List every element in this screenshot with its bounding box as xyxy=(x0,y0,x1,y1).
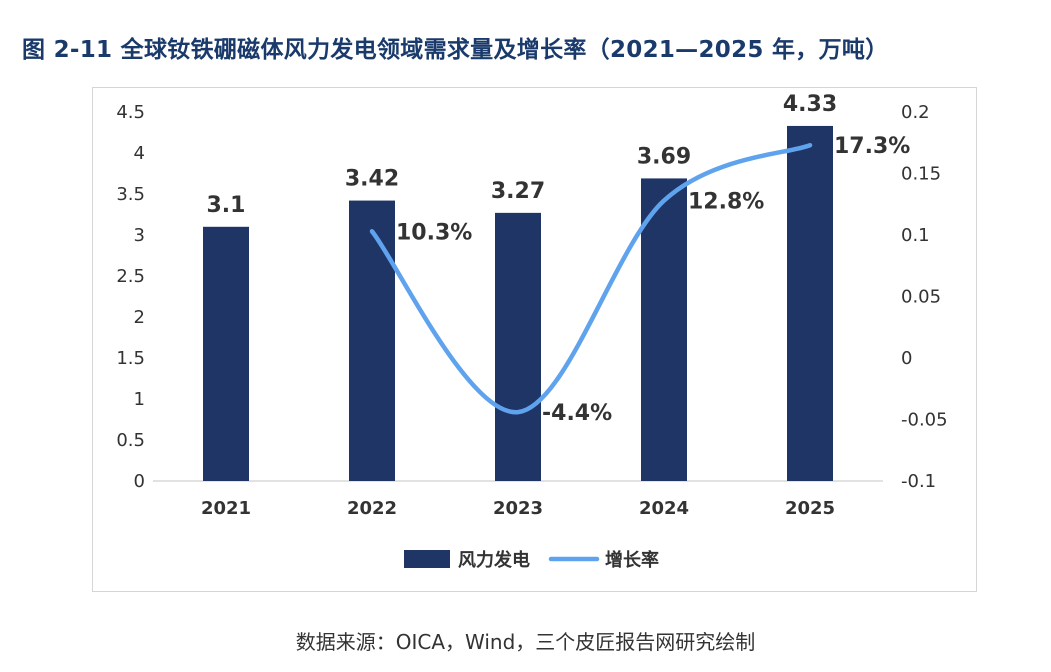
bar-data-label: 3.69 xyxy=(637,144,691,169)
chart-area: 0 0.5 1 1.5 2 2.5 3 3.5 4 4.5 -0.1 -0.05 0 0.05 0.1 0.1… xyxy=(92,87,977,592)
bar-data-label: 3.1 xyxy=(207,193,246,218)
y-right-tick-label: 0.1 xyxy=(901,225,930,246)
chart-svg: 0 0.5 1 1.5 2 2.5 3 3.5 4 4.5 -0.1 -0.05 0 0.05 0.1 0.1… xyxy=(116,92,948,571)
x-tick-label: 2025 xyxy=(785,498,835,519)
y-left-tick-label: 0 xyxy=(134,471,145,492)
legend-line-label: 增长率 xyxy=(605,549,659,571)
line-data-label: 12.8% xyxy=(688,190,764,215)
x-tick-label: 2024 xyxy=(639,498,689,519)
y-left-tick-label: 2 xyxy=(134,307,145,328)
bar xyxy=(203,226,249,481)
y-left-tick-label: 1.5 xyxy=(116,348,145,369)
page-title: 图 2-11 全球钕铁硼磁体风力发电领域需求量及增长率（2021—2025 年，… xyxy=(22,37,889,63)
y-left-tick-label: 2.5 xyxy=(116,266,145,287)
legend-bar-swatch xyxy=(404,550,450,568)
y-right-tick-label: 0.15 xyxy=(901,164,941,185)
bar xyxy=(641,178,687,482)
y-right-tick-label: 0.2 xyxy=(901,102,930,123)
bar-data-label: 4.33 xyxy=(783,92,837,117)
x-tick-label: 2021 xyxy=(201,498,251,519)
source-note: 数据来源：OICA，Wind，三个皮匠报告网研究绘制 xyxy=(295,630,756,654)
y-right-tick-label: 0 xyxy=(901,348,912,369)
x-tick-label: 2023 xyxy=(493,498,543,519)
bar-data-label: 3.42 xyxy=(345,167,399,192)
y-right-tick-label: -0.05 xyxy=(901,410,948,431)
bar-data-label: 3.27 xyxy=(491,179,545,204)
line-data-label: 17.3% xyxy=(834,134,910,159)
y-right-tick-label: 0.05 xyxy=(901,287,941,308)
y-left-tick-label: 3.5 xyxy=(116,184,145,205)
bar xyxy=(349,200,395,481)
y-left-tick-label: 1 xyxy=(134,389,145,410)
legend-bar-label: 风力发电 xyxy=(458,549,530,571)
line-data-label: 10.3% xyxy=(396,220,472,245)
y-right-tick-label: -0.1 xyxy=(901,471,936,492)
y-left-tick-label: 4 xyxy=(134,143,145,164)
y-left-tick-label: 4.5 xyxy=(116,102,145,123)
bar xyxy=(787,125,833,481)
growth-line xyxy=(369,142,813,415)
line-data-label: -4.4% xyxy=(542,401,612,426)
bar xyxy=(495,212,541,482)
y-left-tick-label: 0.5 xyxy=(116,430,145,451)
x-tick-label: 2022 xyxy=(347,498,397,519)
y-left-tick-label: 3 xyxy=(134,225,145,246)
